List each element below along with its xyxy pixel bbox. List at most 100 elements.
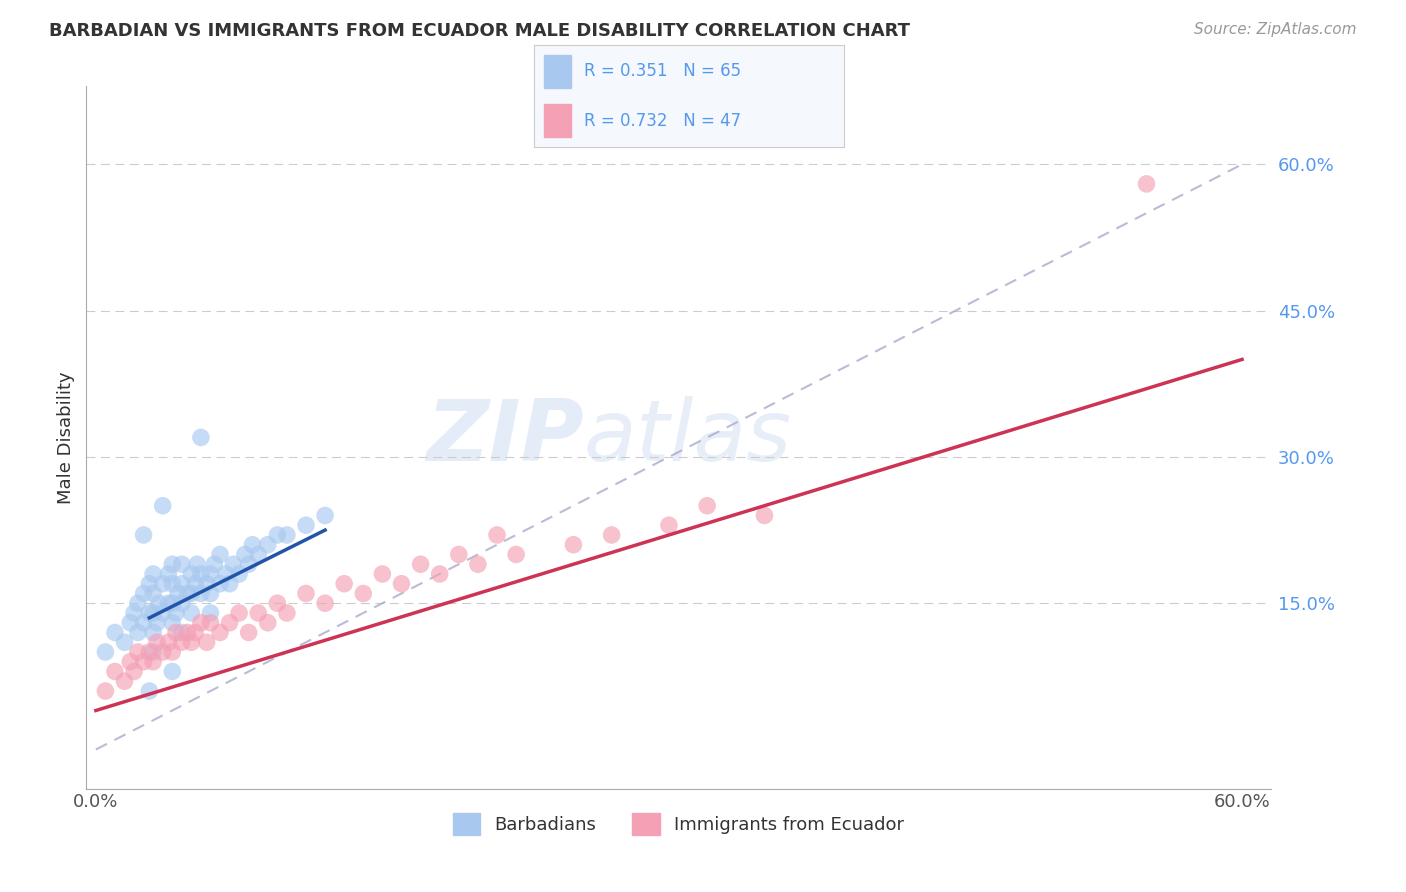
Y-axis label: Male Disability: Male Disability [58, 371, 75, 504]
Point [215, 566, 238, 581]
Legend: Barbadians, Immigrants from Ecuador: Barbadians, Immigrants from Ecuador [446, 806, 911, 843]
Point [104, 625, 127, 640]
Point [146, 635, 169, 649]
Point [190, 430, 212, 444]
Point [238, 625, 260, 640]
Point [200, 615, 222, 630]
Point [190, 586, 212, 600]
Point [94, 684, 117, 698]
Point [190, 566, 212, 581]
Point [266, 528, 288, 542]
Point [505, 548, 527, 562]
Point [138, 684, 160, 698]
Point [256, 538, 278, 552]
Point [222, 558, 245, 572]
Point [485, 528, 508, 542]
Point [238, 558, 260, 572]
Point [256, 615, 278, 630]
Point [114, 674, 136, 689]
Point [180, 566, 202, 581]
Point [295, 518, 318, 533]
Point [247, 606, 270, 620]
Point [132, 528, 155, 542]
Point [120, 655, 142, 669]
Point [104, 665, 127, 679]
Point [152, 499, 174, 513]
Point [218, 615, 240, 630]
Point [333, 576, 356, 591]
Point [600, 528, 623, 542]
Point [120, 615, 142, 630]
Point [314, 596, 336, 610]
Point [658, 518, 681, 533]
Point [127, 645, 149, 659]
Point [467, 558, 489, 572]
Point [167, 586, 190, 600]
Point [176, 586, 198, 600]
Point [228, 606, 250, 620]
Point [165, 606, 187, 620]
Point [170, 576, 193, 591]
Point [170, 558, 193, 572]
Point [180, 635, 202, 649]
Point [132, 655, 155, 669]
Point [1135, 177, 1157, 191]
Point [429, 566, 451, 581]
Point [165, 625, 187, 640]
Point [138, 606, 160, 620]
Point [127, 596, 149, 610]
Point [276, 528, 298, 542]
Point [208, 625, 231, 640]
Point [754, 508, 776, 523]
Point [152, 576, 174, 591]
Point [186, 558, 208, 572]
Point [162, 576, 184, 591]
Point [371, 566, 394, 581]
Point [247, 548, 270, 562]
Point [162, 558, 184, 572]
Point [142, 655, 165, 669]
Point [157, 635, 180, 649]
Point [132, 615, 155, 630]
Point [114, 635, 136, 649]
Point [314, 508, 336, 523]
Point [162, 665, 184, 679]
Point [170, 625, 193, 640]
Bar [544, 104, 571, 137]
Point [409, 558, 432, 572]
Point [94, 645, 117, 659]
Point [180, 606, 202, 620]
Text: Source: ZipAtlas.com: Source: ZipAtlas.com [1194, 22, 1357, 37]
Point [233, 548, 256, 562]
Point [142, 625, 165, 640]
Point [276, 606, 298, 620]
Point [208, 576, 231, 591]
Point [122, 665, 145, 679]
Point [242, 538, 264, 552]
Point [200, 586, 222, 600]
Text: BARBADIAN VS IMMIGRANTS FROM ECUADOR MALE DISABILITY CORRELATION CHART: BARBADIAN VS IMMIGRANTS FROM ECUADOR MAL… [49, 22, 910, 40]
Point [352, 586, 374, 600]
Point [146, 615, 169, 630]
Point [170, 635, 193, 649]
Point [152, 645, 174, 659]
Point [391, 576, 413, 591]
Point [266, 596, 288, 610]
Text: R = 0.351   N = 65: R = 0.351 N = 65 [583, 62, 741, 80]
Point [184, 576, 207, 591]
Point [157, 566, 180, 581]
Point [218, 576, 240, 591]
Bar [544, 55, 571, 87]
Point [202, 558, 225, 572]
Point [157, 596, 180, 610]
Point [142, 606, 165, 620]
Text: atlas: atlas [583, 396, 792, 479]
Point [152, 606, 174, 620]
Point [184, 625, 207, 640]
Point [127, 625, 149, 640]
Point [162, 615, 184, 630]
Point [180, 586, 202, 600]
Point [148, 596, 170, 610]
Point [122, 606, 145, 620]
Point [195, 576, 218, 591]
